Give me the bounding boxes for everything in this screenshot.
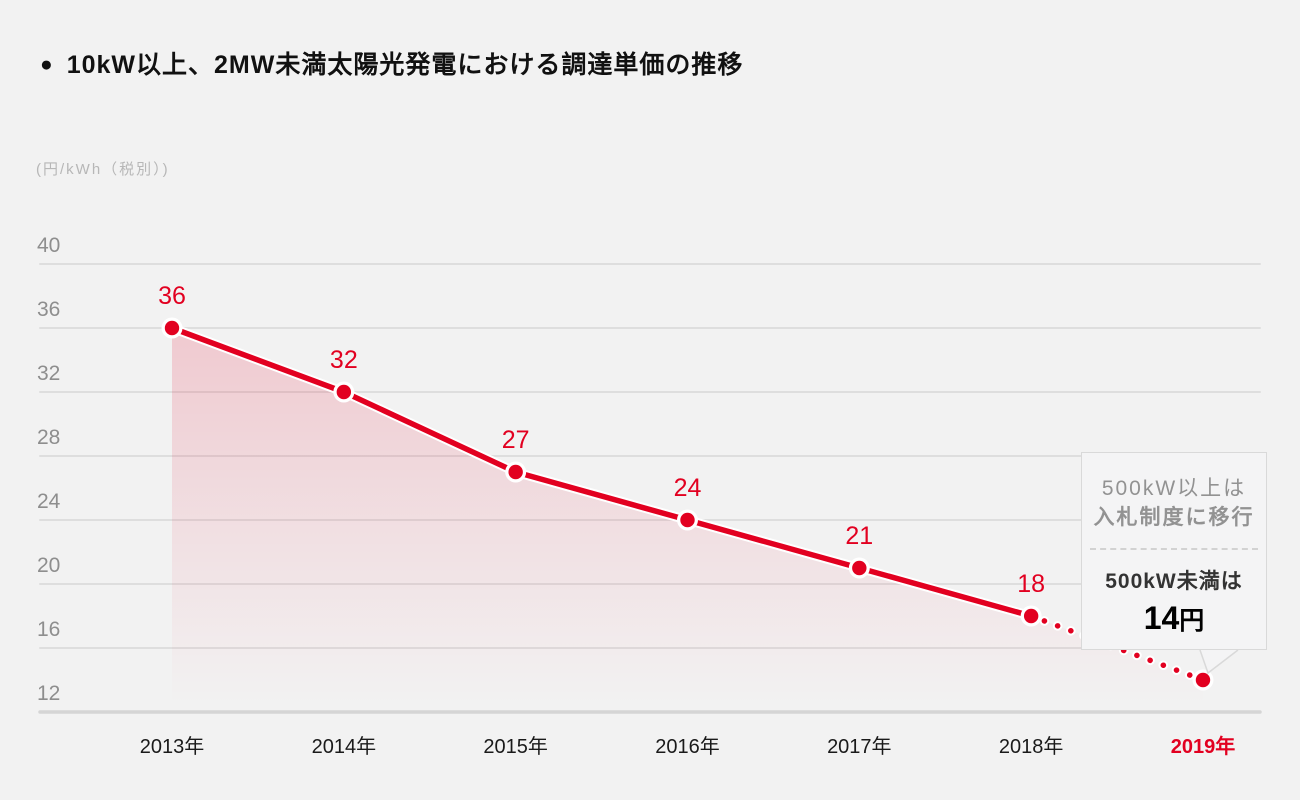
x-tick-label: 2018年 bbox=[998, 736, 1064, 758]
x-tick-label: 2019年 bbox=[1170, 736, 1236, 758]
x-tick-label: 2016年 bbox=[655, 736, 720, 758]
data-point bbox=[508, 464, 523, 480]
y-tick-label: 12 bbox=[37, 682, 61, 705]
callout-price-value: 14 bbox=[1143, 600, 1180, 636]
x-tick-label: 2014年 bbox=[311, 736, 377, 758]
x-tick-label: 2013年 bbox=[139, 736, 205, 758]
data-point bbox=[680, 512, 695, 528]
y-tick-label: 36 bbox=[37, 298, 61, 321]
callout-price: 14円 bbox=[1082, 600, 1266, 643]
data-value-label: 27 bbox=[501, 426, 530, 454]
solid-line bbox=[169, 325, 1034, 619]
x-tick-label: 2015年 bbox=[483, 736, 548, 758]
dotted-line bbox=[1028, 613, 1206, 683]
y-tick-label: 24 bbox=[37, 490, 61, 513]
y-tick-label: 40 bbox=[37, 234, 61, 257]
callout-bottom-section: 500kW未満は 14円 bbox=[1082, 550, 1266, 643]
data-points bbox=[161, 317, 1214, 691]
data-point bbox=[1023, 608, 1039, 624]
page-title: ● 10kW以上、2MW未満太陽光発電における調達単価の推移 bbox=[40, 45, 743, 81]
data-value-label: 24 bbox=[673, 474, 702, 502]
data-value-label: 21 bbox=[845, 522, 874, 550]
y-axis-unit-label: (円/kWh（税別）) bbox=[36, 161, 170, 178]
y-tick-label: 28 bbox=[37, 426, 61, 449]
x-tick-label: 2017年 bbox=[827, 736, 892, 758]
data-point bbox=[852, 560, 867, 576]
callout-price-unit: 円 bbox=[1179, 607, 1205, 635]
title-bullet-icon: ● bbox=[40, 52, 54, 76]
data-point bbox=[1195, 672, 1211, 688]
page-title-text: 10kW以上、2MW未満太陽光発電における調達単価の推移 bbox=[66, 51, 744, 79]
callout-bottom-line: 500kW未満は bbox=[1105, 570, 1243, 593]
callout-divider bbox=[1090, 548, 1258, 550]
data-value-label: 32 bbox=[329, 346, 358, 374]
data-point bbox=[336, 384, 352, 400]
series-line bbox=[167, 323, 1208, 685]
callout-top-line2: 入札制度に移行 bbox=[1093, 506, 1255, 529]
y-tick-label: 20 bbox=[37, 554, 61, 577]
y-tick-label: 32 bbox=[37, 362, 61, 385]
data-value-label: 18 bbox=[1017, 570, 1046, 598]
data-value-label: 36 bbox=[158, 282, 186, 310]
callout-top-section: 500kW以上は 入札制度に移行 bbox=[1082, 453, 1266, 533]
callout-tail bbox=[1199, 649, 1239, 675]
callout-top-line1: 500kW以上は bbox=[1101, 477, 1247, 500]
data-point bbox=[164, 320, 180, 336]
y-tick-label: 16 bbox=[37, 618, 61, 641]
callout-box: 500kW以上は 入札制度に移行 500kW未満は 14円 bbox=[1081, 452, 1267, 650]
